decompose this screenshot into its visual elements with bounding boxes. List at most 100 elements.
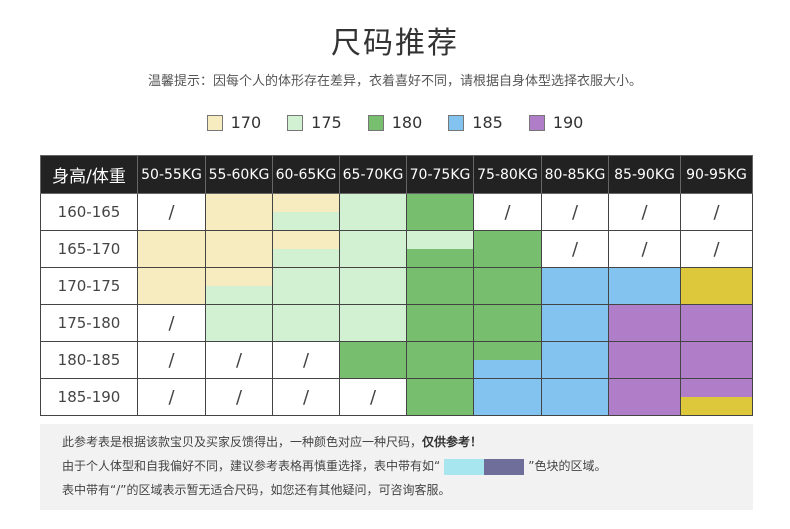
size-segment-175 bbox=[340, 194, 406, 230]
height-row-header: 165-170 bbox=[40, 230, 138, 268]
size-segment-175 bbox=[340, 305, 406, 341]
size-segment-185 bbox=[542, 305, 608, 341]
size-cell: / bbox=[473, 193, 542, 231]
note-text: ”色块的区域。 bbox=[528, 459, 607, 473]
legend-item-190: 190 bbox=[528, 113, 584, 132]
size-color-fill bbox=[340, 194, 406, 230]
height-row-header: 170-175 bbox=[40, 267, 138, 305]
no-size-mark: / bbox=[168, 201, 175, 223]
table-row: 165-170 / / / bbox=[40, 230, 753, 268]
size-cell bbox=[205, 230, 273, 268]
size-cell: / bbox=[541, 230, 609, 268]
legend-label: 180 bbox=[391, 113, 423, 132]
table-header-row: 身高/体重 50-55KG 55-60KG 60-65KG 65-70KG 70… bbox=[40, 155, 753, 194]
no-size-mark: / bbox=[302, 349, 310, 371]
size-segment-190 bbox=[609, 342, 680, 378]
size-segment-185 bbox=[542, 342, 608, 378]
size-cell: / bbox=[205, 341, 273, 379]
size-color-fill bbox=[273, 231, 339, 267]
size-cell bbox=[473, 230, 542, 268]
no-size-mark: / bbox=[571, 238, 579, 260]
size-color-fill bbox=[407, 342, 473, 378]
size-color-fill bbox=[273, 268, 339, 304]
height-row-header: 185-190 bbox=[40, 378, 138, 416]
size-segment-180 bbox=[407, 379, 473, 415]
size-cell: / bbox=[608, 230, 681, 268]
size-segment-185 bbox=[474, 379, 541, 415]
table-corner-header: 身高/体重 bbox=[40, 155, 138, 194]
size-cell: / bbox=[272, 341, 340, 379]
no-size-mark: / bbox=[571, 201, 579, 223]
size-cell bbox=[137, 267, 206, 305]
no-size-mark: / bbox=[713, 201, 720, 223]
legend-swatch bbox=[287, 114, 304, 131]
legend-label: 170 bbox=[230, 113, 262, 132]
page-title: 尺码推荐 bbox=[331, 26, 459, 61]
note-line-3: 表中带有“/”的区域表示暂无适合尺码，如您还有其他疑问，可咨询客服。 bbox=[62, 483, 451, 497]
size-color-fill bbox=[407, 194, 473, 230]
size-cell bbox=[608, 341, 681, 379]
notes-box: 此参考表是根据该款宝贝及买家反馈得出，一种颜色对应一种尺码，仅供参考！ 由于个人… bbox=[40, 424, 753, 510]
weight-column-header: 75-80KG bbox=[473, 155, 542, 194]
size-segment-170 bbox=[206, 268, 272, 286]
size-cell bbox=[205, 304, 273, 342]
note-line-2: 由于个人体型和自我偏好不同，建议参考表格再慎重选择，表中带有如“ ”色块的区域。 bbox=[62, 454, 753, 478]
size-cell: / bbox=[137, 341, 206, 379]
size-cell bbox=[205, 193, 273, 231]
weight-column-header: 65-70KG bbox=[339, 155, 407, 194]
size-color-fill bbox=[474, 305, 541, 341]
size-cell bbox=[608, 267, 681, 305]
legend-swatch bbox=[367, 114, 384, 131]
size-color-fill bbox=[340, 342, 406, 378]
size-color-fill bbox=[681, 268, 752, 304]
size-cell bbox=[205, 267, 273, 305]
no-size-mark: / bbox=[235, 349, 243, 371]
size-cell bbox=[406, 304, 474, 342]
no-size-mark: / bbox=[235, 386, 243, 408]
size-cell bbox=[406, 193, 474, 231]
size-color-fill bbox=[474, 231, 541, 267]
size-cell bbox=[680, 304, 753, 342]
no-size-mark: / bbox=[504, 201, 511, 223]
size-cell: / bbox=[541, 193, 609, 231]
size-segment-170 bbox=[138, 231, 205, 267]
size-segment-175 bbox=[273, 268, 339, 304]
size-cell: / bbox=[205, 378, 273, 416]
size-segment-175 bbox=[273, 212, 339, 230]
note-swatch-purple bbox=[484, 458, 525, 475]
legend-swatch bbox=[528, 114, 545, 131]
size-cell: / bbox=[680, 230, 753, 268]
size-segment-180 bbox=[407, 268, 473, 304]
no-size-mark: / bbox=[641, 201, 648, 223]
size-cell bbox=[541, 267, 609, 305]
table-row: 170-175 bbox=[40, 267, 753, 305]
size-color-fill bbox=[407, 268, 473, 304]
legend-label: 175 bbox=[311, 113, 342, 132]
size-color-fill bbox=[206, 231, 272, 267]
legend-swatch bbox=[206, 114, 223, 131]
table-row: 185-190 / / / / bbox=[40, 378, 753, 416]
legend-swatch bbox=[448, 114, 465, 131]
size-color-fill bbox=[609, 305, 680, 341]
size-cell bbox=[406, 267, 474, 305]
size-cell bbox=[272, 193, 340, 231]
size-segment-185 bbox=[542, 379, 608, 415]
no-size-mark: / bbox=[713, 238, 720, 260]
size-cell bbox=[137, 230, 206, 268]
size-segment-170 bbox=[273, 231, 339, 249]
size-segment-170 bbox=[206, 231, 272, 267]
size-segment-190 bbox=[681, 305, 752, 341]
size-cell bbox=[680, 267, 753, 305]
size-color-fill bbox=[542, 379, 608, 415]
legend-item-175: 175 bbox=[287, 113, 342, 132]
table-row: 160-165 / / / / / bbox=[40, 193, 753, 231]
weight-column-header: 50-55KG bbox=[137, 155, 206, 194]
size-segment-185 bbox=[542, 268, 608, 304]
size-cell bbox=[541, 341, 609, 379]
size-color-fill bbox=[542, 305, 608, 341]
weight-column-header: 90-95KG bbox=[680, 155, 753, 194]
size-cell bbox=[473, 378, 542, 416]
legend-label: 190 bbox=[552, 113, 584, 132]
size-color-fill bbox=[609, 268, 680, 304]
size-chart-table: 身高/体重 50-55KG 55-60KG 60-65KG 65-70KG 70… bbox=[40, 155, 753, 416]
